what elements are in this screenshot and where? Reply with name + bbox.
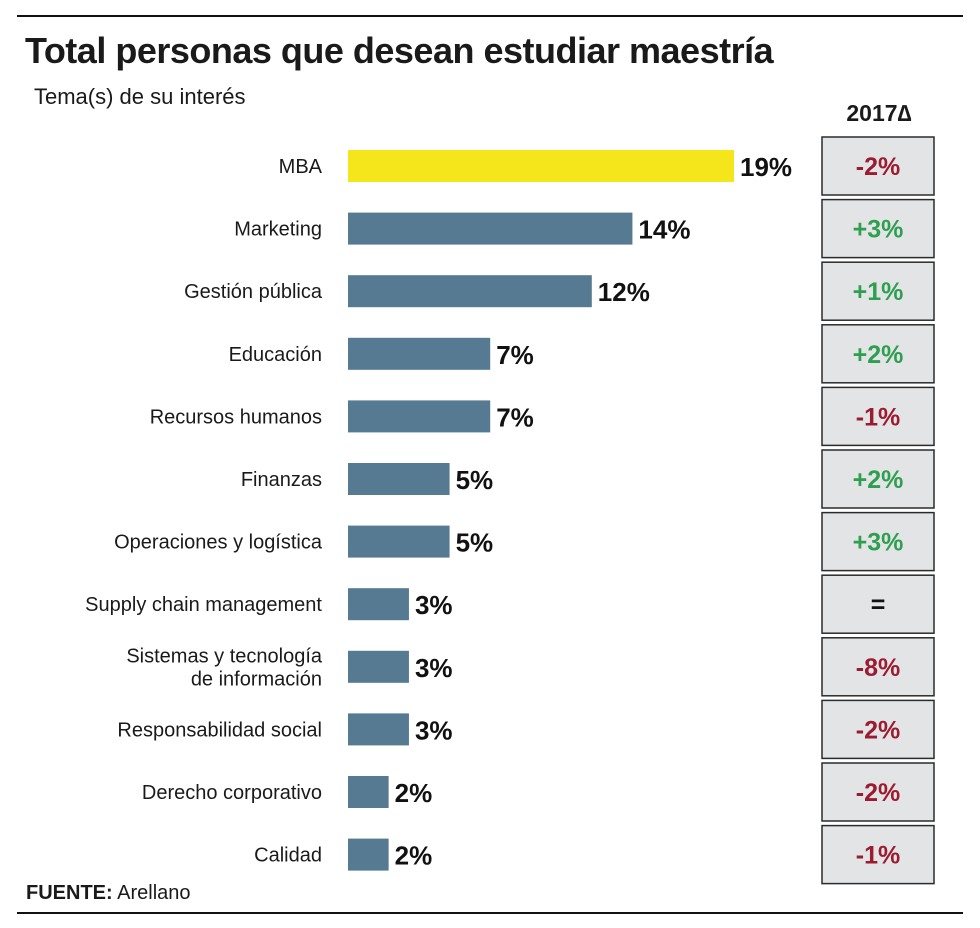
category-label: Educación — [229, 344, 322, 366]
delta-cell — [821, 324, 935, 384]
delta-label: -2% — [856, 779, 900, 807]
delta-cell — [821, 511, 935, 572]
category-label: de información — [191, 668, 322, 690]
bar — [348, 776, 389, 808]
delta-cell — [821, 762, 935, 822]
delta-cell — [821, 261, 935, 321]
bar — [348, 150, 734, 182]
delta-label: = — [871, 591, 886, 619]
category-label: Finanzas — [241, 469, 322, 491]
value-label: 7% — [496, 402, 534, 432]
delta-label: -1% — [856, 403, 900, 431]
category-label: Sistemas y tecnología — [126, 645, 323, 667]
category-label: MBA — [279, 156, 323, 178]
source-label: FUENTE: — [26, 882, 113, 904]
delta-cell — [821, 699, 935, 760]
delta-cell — [821, 136, 935, 196]
delta-label: +3% — [853, 529, 904, 557]
category-label: Gestión pública — [184, 281, 323, 303]
delta-label: +2% — [853, 341, 904, 369]
delta-cell — [821, 637, 935, 697]
delta-label: -2% — [856, 153, 900, 181]
bar — [348, 212, 633, 245]
delta-label: -8% — [856, 654, 900, 682]
bar — [348, 275, 592, 308]
category-label: Derecho corporativo — [142, 782, 322, 804]
delta-cell — [821, 449, 935, 509]
delta-cell — [821, 386, 935, 447]
value-label: 19% — [740, 152, 792, 182]
value-label: 2% — [395, 778, 433, 808]
delta-label: +3% — [853, 216, 904, 244]
value-label: 7% — [496, 340, 534, 370]
source-note: FUENTE: Arellano — [26, 882, 191, 905]
value-label: 3% — [415, 590, 453, 620]
bar — [348, 650, 409, 683]
category-label: Marketing — [234, 219, 322, 241]
value-label: 3% — [415, 715, 453, 745]
value-label: 5% — [456, 528, 494, 558]
delta-cell — [821, 824, 935, 885]
bar — [348, 525, 450, 558]
delta-label: -2% — [856, 716, 900, 744]
delta-label: +1% — [853, 278, 904, 306]
value-label: 3% — [415, 653, 453, 683]
bar — [348, 713, 409, 746]
chart-subtitle: Tema(s) de su interés — [34, 84, 246, 109]
delta-cell — [821, 574, 935, 634]
delta-column-header: 2017∆ — [846, 100, 912, 126]
bar — [348, 588, 409, 621]
bar — [348, 400, 491, 433]
value-label: 12% — [598, 277, 650, 307]
value-label: 2% — [395, 841, 433, 871]
delta-label: +2% — [853, 466, 904, 494]
bar — [348, 463, 450, 495]
category-label: Responsabilidad social — [117, 719, 322, 741]
bar — [348, 337, 491, 370]
value-label: 5% — [456, 465, 494, 495]
category-label: Calidad — [254, 845, 322, 867]
category-label: Operaciones y logística — [114, 532, 323, 554]
bar — [348, 838, 389, 871]
value-label: 14% — [638, 215, 690, 245]
delta-label: -1% — [856, 842, 900, 870]
chart-title: Total personas que desean estudiar maest… — [25, 30, 774, 71]
top-rule — [17, 15, 963, 17]
category-label: Supply chain management — [85, 594, 322, 616]
category-label: Recursos humanos — [150, 406, 322, 428]
delta-cell — [821, 198, 935, 259]
source-text: Arellano — [117, 882, 191, 904]
bottom-rule — [17, 912, 963, 914]
